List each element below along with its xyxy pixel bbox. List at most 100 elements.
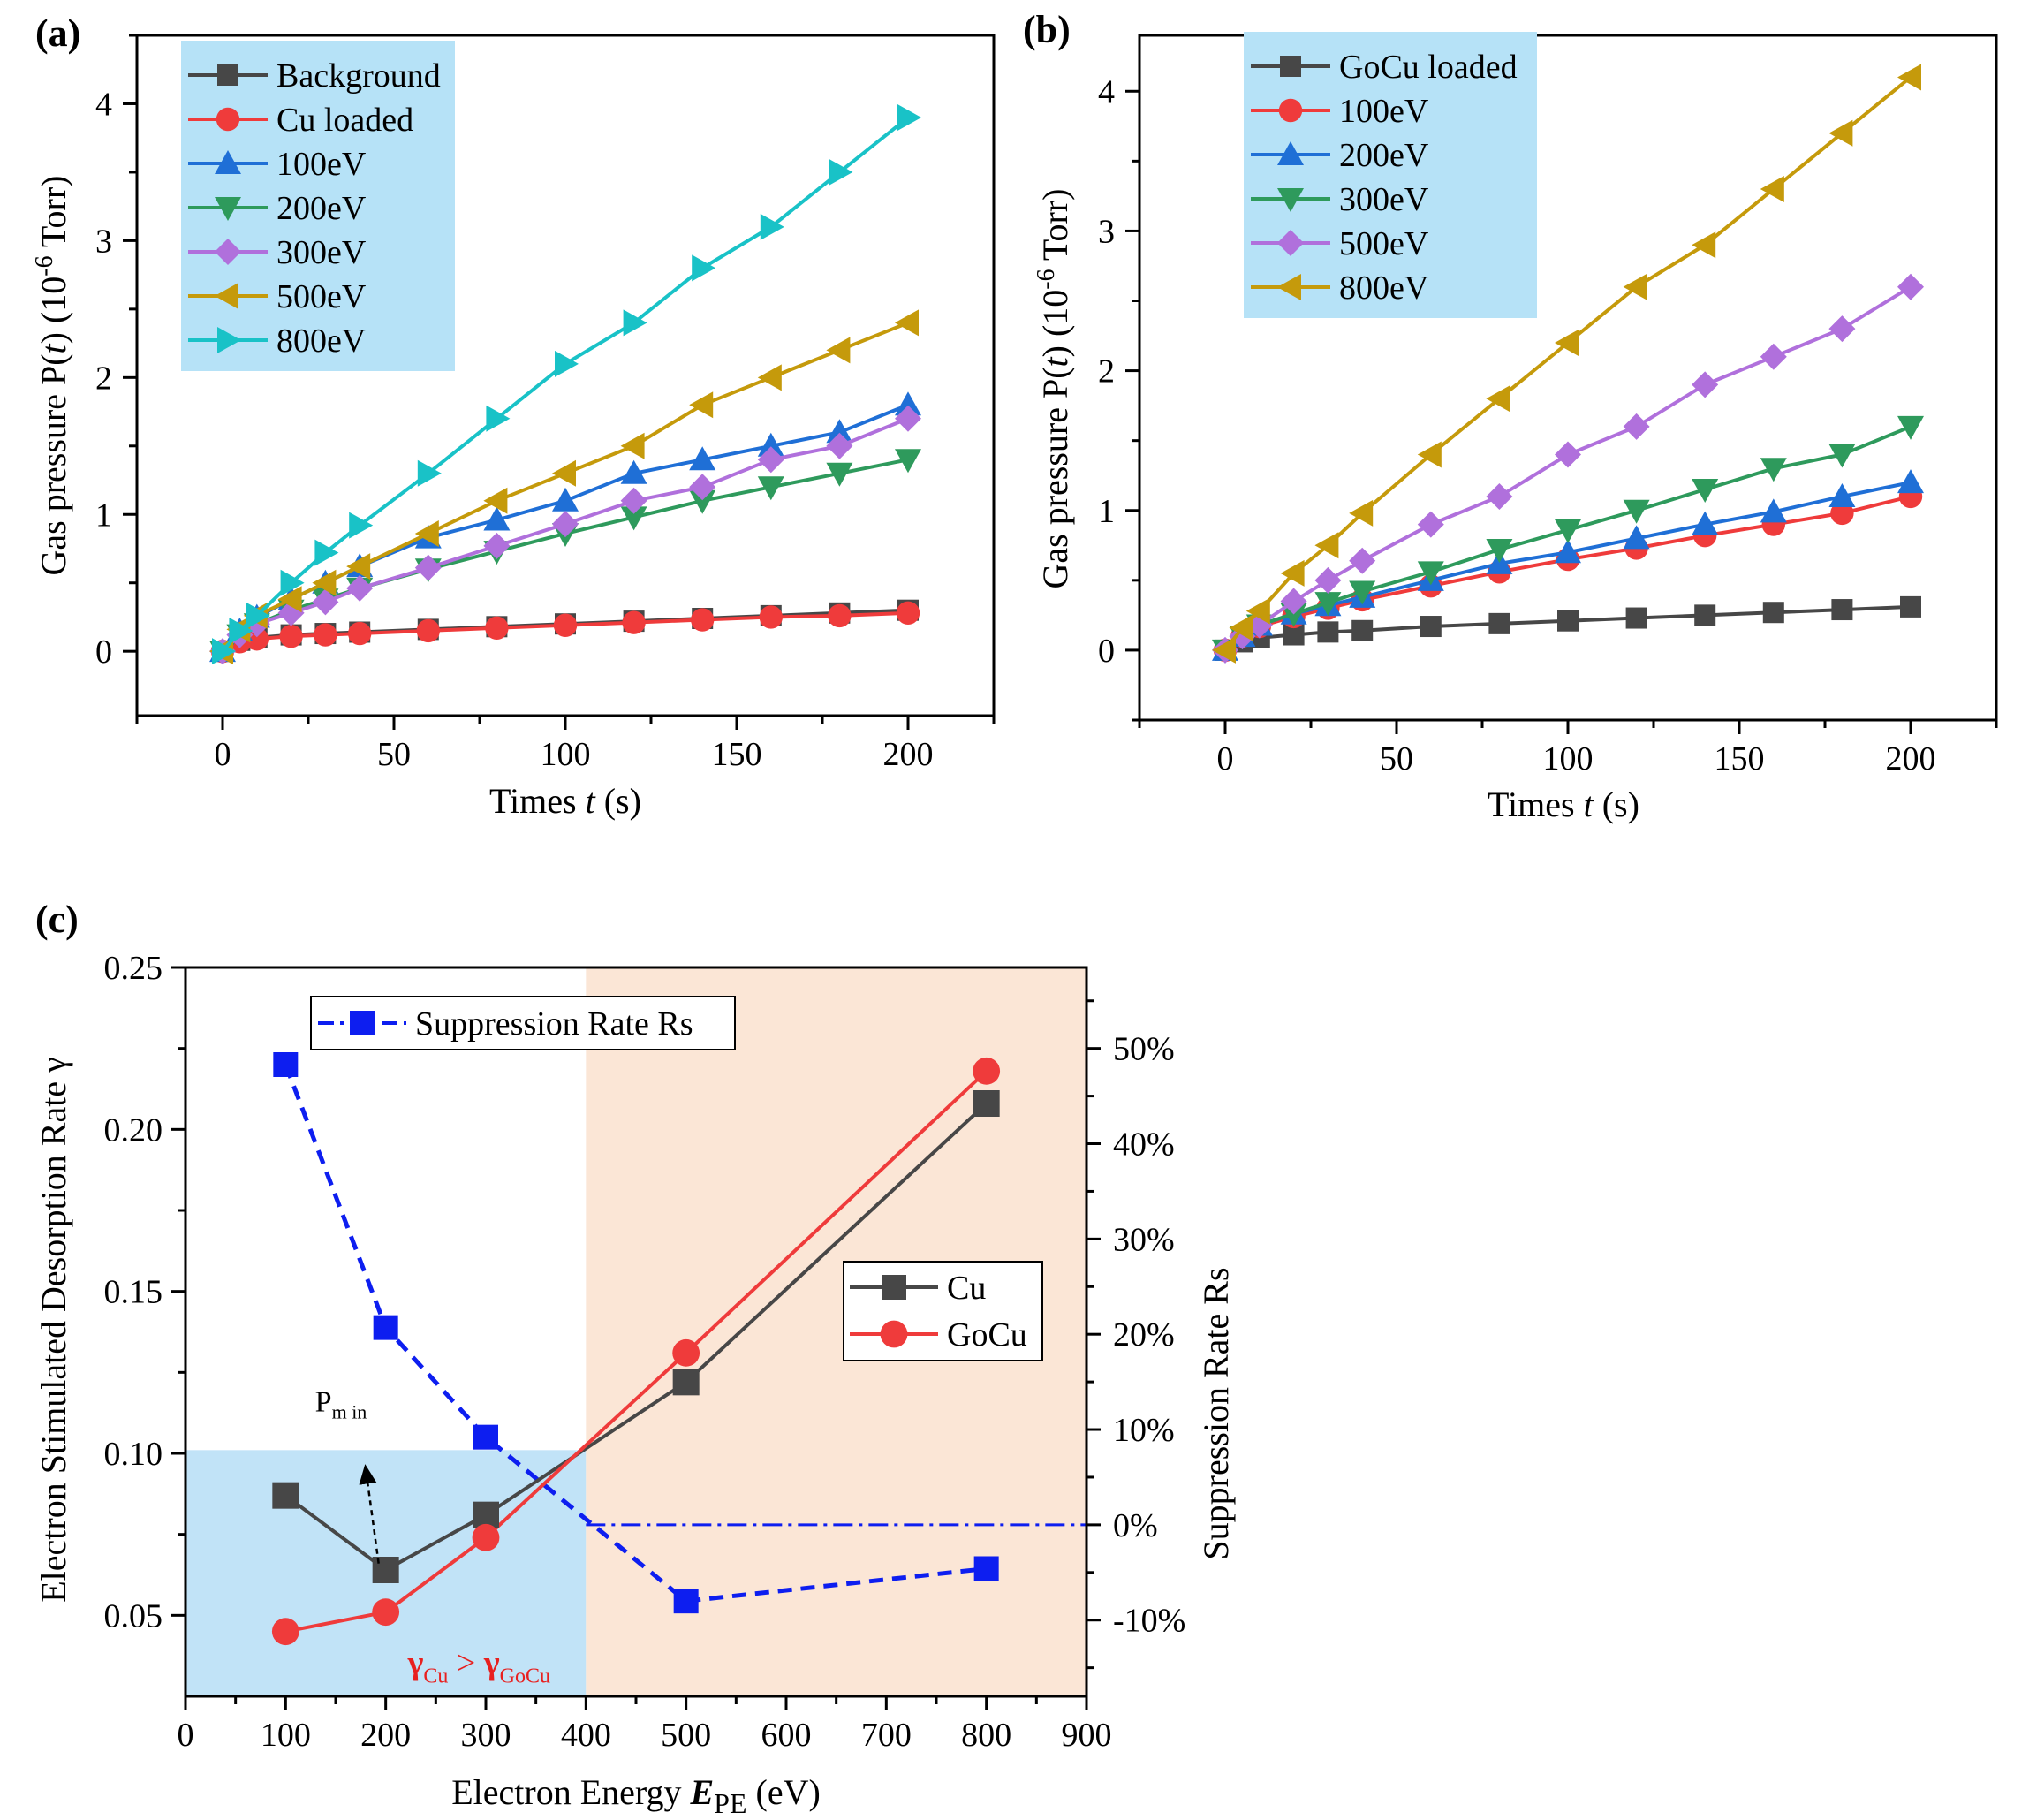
y-tick-label: 3 <box>95 223 112 260</box>
data-point-200ev-12 <box>1828 482 1856 507</box>
data-point-800ev-10 <box>1692 231 1716 259</box>
x-axis-title-a: Times t (s) <box>489 781 641 821</box>
data-point-cu-loaded-10 <box>691 608 715 632</box>
legend-marker-suppression-rate <box>350 1011 375 1035</box>
y-tick-label: 4 <box>95 86 112 123</box>
gamma-comparison-label: γCu > γGoCu <box>407 1644 550 1687</box>
data-point-500ev-6 <box>1417 511 1444 538</box>
data-point-300ev-5 <box>1349 580 1376 605</box>
data-point-800ev-7 <box>486 405 511 432</box>
data-point-300ev-5 <box>346 574 374 602</box>
legend-marker-gocu-loaded <box>1280 56 1301 77</box>
y-right-tick-label: 0% <box>1113 1507 1158 1544</box>
data-point-gocu-2 <box>472 1523 500 1551</box>
legend-label-300ev: 300eV <box>1339 181 1429 218</box>
data-point-500ev-10 <box>689 391 714 419</box>
legend-label-suppression-rate: Suppression Rate Rs <box>415 1005 693 1043</box>
data-point-800ev-5 <box>1349 499 1374 527</box>
y-tick-label: 0 <box>1098 633 1115 670</box>
data-point-500ev-8 <box>1555 441 1581 468</box>
data-point-800ev-13 <box>1897 64 1921 91</box>
y-axis-title-a: Gas pressure P(t) (10-6 Torr) <box>31 175 73 575</box>
data-point-300ev-6 <box>414 554 442 581</box>
data-point-800ev-8 <box>555 350 579 377</box>
data-point-800ev-11 <box>760 213 784 240</box>
data-point-cu-loaded-6 <box>416 618 440 643</box>
data-point-500ev-3 <box>1280 588 1307 615</box>
legend-label-200ev: 200eV <box>276 190 367 227</box>
y-tick-label: 0.15 <box>104 1274 163 1311</box>
data-point-800ev-4 <box>1314 532 1339 559</box>
data-point-suppression-rate-0 <box>273 1052 299 1077</box>
data-point-100ev-10 <box>689 446 716 471</box>
y-tick-label: 0 <box>95 633 112 671</box>
legend-label-gocu-loaded: GoCu loaded <box>1339 49 1518 86</box>
data-point-200ev-12 <box>826 462 853 487</box>
x-tick-label: 100 <box>541 736 591 773</box>
data-point-500ev-9 <box>620 432 645 459</box>
data-point-800ev-4 <box>314 539 339 566</box>
data-point-cu-loaded-3 <box>279 624 303 648</box>
data-point-gocu-3 <box>672 1338 700 1367</box>
data-point-800ev-1 <box>1229 614 1253 641</box>
legend-marker-800ev <box>1277 274 1301 300</box>
data-point-800ev-6 <box>1417 441 1442 468</box>
data-point-300ev-8 <box>1555 519 1581 543</box>
legend-label-background: Background <box>276 57 441 95</box>
legend-label-200ev: 200eV <box>1339 137 1429 174</box>
data-point-gocu-loaded-11 <box>1762 602 1784 624</box>
y-right-tick-label: 10% <box>1113 1412 1175 1449</box>
legend-box-materials <box>843 1261 1043 1361</box>
data-point-300ev-4 <box>1314 592 1342 617</box>
y-tick-label: 0.25 <box>104 950 163 987</box>
legend-label-500ev: 500eV <box>276 278 367 315</box>
data-point-100ev-7 <box>483 506 511 531</box>
data-point-gocu-loaded-7 <box>1488 612 1510 634</box>
x-tick-label: 100 <box>1543 740 1594 777</box>
data-point-200ev-9 <box>1623 525 1650 550</box>
data-point-cu-loaded-5 <box>348 621 372 646</box>
data-point-gocu-loaded-9 <box>1625 607 1647 629</box>
series-line-800ev <box>221 116 910 653</box>
legend-marker-gocu <box>880 1320 908 1348</box>
data-point-500ev-4 <box>1314 566 1342 594</box>
x-tick-label: 200 <box>883 736 934 773</box>
data-point-100ev-12 <box>826 419 853 444</box>
data-point-300ev-7 <box>1486 539 1513 564</box>
data-point-gocu-loaded-12 <box>1831 599 1853 621</box>
data-point-300ev-11 <box>757 446 784 474</box>
legend-label-800ev: 800eV <box>1339 269 1429 307</box>
data-point-800ev-13 <box>897 103 921 131</box>
data-point-800ev-0 <box>1212 636 1236 664</box>
data-point-cu-loaded-12 <box>828 603 852 628</box>
data-point-cu-loaded-9 <box>622 610 646 634</box>
x-tick-label: 150 <box>1715 740 1765 777</box>
data-point-800ev-9 <box>1623 273 1647 300</box>
data-point-300ev-8 <box>552 511 579 538</box>
y-axis-title-b: Gas pressure P(t) (10-6 Torr) <box>1033 188 1075 588</box>
data-point-300ev-12 <box>1828 444 1856 468</box>
data-point-200ev-11 <box>1760 498 1787 523</box>
y-axis-title-right-c: Suppression Rate Rs <box>1196 1267 1236 1559</box>
data-point-300ev-3 <box>1280 603 1307 627</box>
data-point-gocu-4 <box>973 1057 1001 1085</box>
x-axis-title-b: Times t (s) <box>1488 785 1639 824</box>
legend-marker-cu <box>882 1275 906 1300</box>
data-point-800ev-2 <box>246 602 270 629</box>
y-tick-label: 1 <box>95 497 112 534</box>
chart-a: (a) 0 50 100 150 200 0 1 2 3 4 Times t (s) Gas pr… <box>31 11 996 821</box>
x-tick-label: 200 <box>1886 740 1936 777</box>
legend-marker-500ev <box>1277 230 1304 256</box>
data-point-200ev-11 <box>757 476 784 501</box>
legend-label-300ev: 300eV <box>276 234 367 271</box>
data-point-800ev-2 <box>1245 597 1270 625</box>
data-point-800ev-5 <box>349 512 374 539</box>
data-point-800ev-12 <box>829 158 853 186</box>
data-point-cu-loaded-13 <box>896 601 920 626</box>
data-point-500ev-13 <box>1897 273 1924 300</box>
x-tick-label: 400 <box>561 1717 611 1754</box>
x-tick-label: 600 <box>761 1717 812 1754</box>
data-point-suppression-rate-2 <box>473 1424 498 1450</box>
legend-box <box>1244 32 1537 318</box>
x-tick-label: 0 <box>215 736 231 773</box>
